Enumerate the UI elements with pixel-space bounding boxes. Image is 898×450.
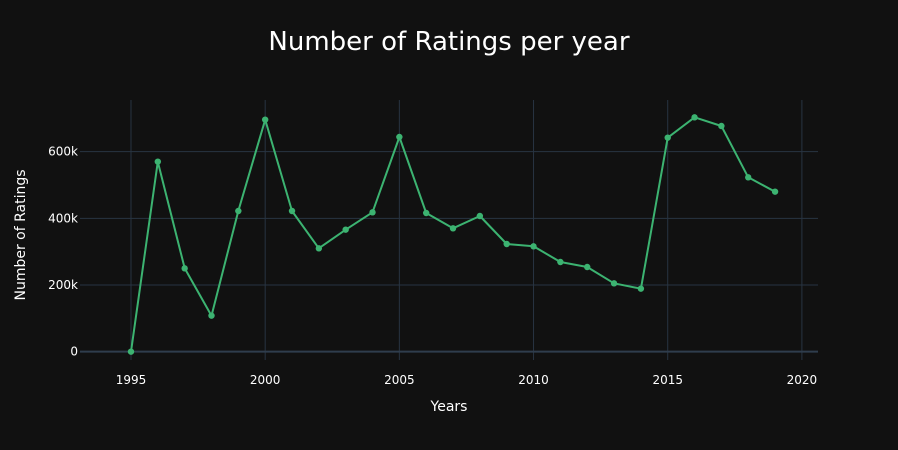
data-point-2018[interactable] <box>745 174 752 181</box>
x-tick-label-1995: 1995 <box>116 373 147 387</box>
data-point-2000[interactable] <box>261 116 269 123</box>
data-point-1998[interactable] <box>208 312 215 319</box>
data-point-2003[interactable] <box>342 226 349 233</box>
data-point-2012[interactable] <box>584 263 591 271</box>
x-axis-title: Years <box>430 399 468 415</box>
data-point-2016[interactable] <box>691 114 698 121</box>
data-point-2001[interactable] <box>288 207 296 215</box>
data-point-2005[interactable] <box>396 133 403 141</box>
data-point-2011[interactable] <box>557 258 564 266</box>
data-point-2013[interactable] <box>610 280 618 287</box>
data-point-2007[interactable] <box>449 225 457 232</box>
data-point-2019[interactable] <box>771 188 779 195</box>
data-point-2006[interactable] <box>422 209 430 217</box>
data-point-2017[interactable] <box>718 122 725 130</box>
x-tick-label-2020: 2020 <box>787 373 818 387</box>
data-point-1995[interactable] <box>127 348 135 355</box>
data-point-2015[interactable] <box>664 134 671 141</box>
data-point-2010[interactable] <box>530 243 537 250</box>
y-tick-label-3: 600k <box>48 145 78 159</box>
y-axis-title: Number of Ratings <box>13 169 29 300</box>
data-point-2009[interactable] <box>503 240 510 248</box>
data-point-2004[interactable] <box>369 209 376 216</box>
data-point-2008[interactable] <box>476 212 484 220</box>
data-point-2002[interactable] <box>315 245 323 252</box>
y-tick-label-0: 0 <box>70 345 78 359</box>
x-tick-label-2010: 2010 <box>518 373 549 387</box>
x-tick-label-2005: 2005 <box>384 373 415 387</box>
x-tick-label-2015: 2015 <box>652 373 683 387</box>
grid-layer <box>80 100 818 360</box>
data-point-2014[interactable] <box>637 285 645 292</box>
series-layer <box>127 114 779 355</box>
y-tick-label-2: 400k <box>48 211 78 225</box>
axis-layer: 1995 2000 2005 2010 2015 2020 0 200k 400k 600k <box>48 145 817 387</box>
data-point-1999[interactable] <box>235 207 242 215</box>
x-tick-label-2000: 2000 <box>250 373 281 387</box>
data-point-1996[interactable] <box>154 158 162 165</box>
data-point-1997[interactable] <box>181 265 188 272</box>
y-tick-label-1: 200k <box>48 278 78 292</box>
chart-title: Number of Ratings per year <box>268 27 629 57</box>
